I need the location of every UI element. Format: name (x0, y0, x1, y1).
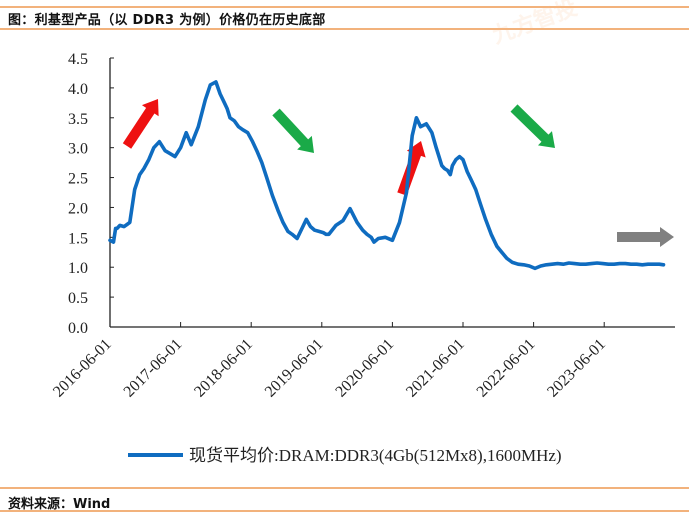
x-tick-label: 2019-06-01 (262, 336, 327, 401)
title-bottom-rule (0, 28, 689, 30)
trend-arrow-up-icon (122, 99, 159, 149)
x-tick-label: 2018-06-01 (191, 336, 256, 401)
series-line (108, 80, 666, 271)
title-top-rule (0, 6, 689, 8)
x-tick-label: 2023-06-01 (544, 336, 609, 401)
y-tick-label: 3.0 (68, 141, 88, 158)
x-tick-label: 2017-06-01 (121, 336, 186, 401)
axes (109, 58, 675, 328)
y-tick-label: 4.5 (68, 51, 88, 68)
x-tick-label: 2020-06-01 (332, 336, 397, 401)
y-tick-label: 3.5 (68, 111, 88, 128)
source-bottom-rule (0, 510, 689, 512)
y-tick-label: 2.5 (68, 171, 88, 188)
figure-title: 图：利基型产品（以 DDR3 为例）价格仍在历史底部 (8, 13, 326, 28)
trend-arrow-down-icon (510, 104, 555, 148)
legend-label: 现货平均价:DRAM:DDR3(4Gb(512Mx8),1600MHz) (189, 446, 562, 465)
y-tick-label: 0.5 (68, 290, 88, 307)
source-top-rule (0, 487, 689, 489)
trend-arrow-up-icon (397, 141, 426, 196)
legend: 现货平均价:DRAM:DDR3(4Gb(512Mx8),1600MHz) (128, 446, 562, 465)
trend-arrows (122, 99, 674, 247)
y-tick-label: 1.0 (68, 260, 88, 277)
series-group (108, 80, 666, 271)
x-tick-label: 2016-06-01 (50, 336, 115, 401)
y-tick-label: 0.0 (68, 320, 88, 337)
trend-arrow-flat-icon (617, 227, 674, 247)
trend-arrow-down-icon (272, 108, 314, 153)
y-tick-label: 2.0 (68, 200, 88, 217)
x-tick-label: 2021-06-01 (403, 336, 468, 401)
source-note: 资料来源：Wind (8, 497, 111, 512)
x-tick-label: 2022-06-01 (474, 336, 539, 401)
y-tick-label: 4.0 (68, 81, 88, 98)
y-axis-ticks: 0.0 0.5 1.0 1.5 2.0 2.5 3.0 3.5 4.0 4.5 (68, 51, 114, 337)
y-tick-label: 1.5 (68, 230, 88, 247)
x-axis-ticks: 2016-06-01 2017-06-01 2018-06-01 2019-06-01… (50, 322, 609, 401)
